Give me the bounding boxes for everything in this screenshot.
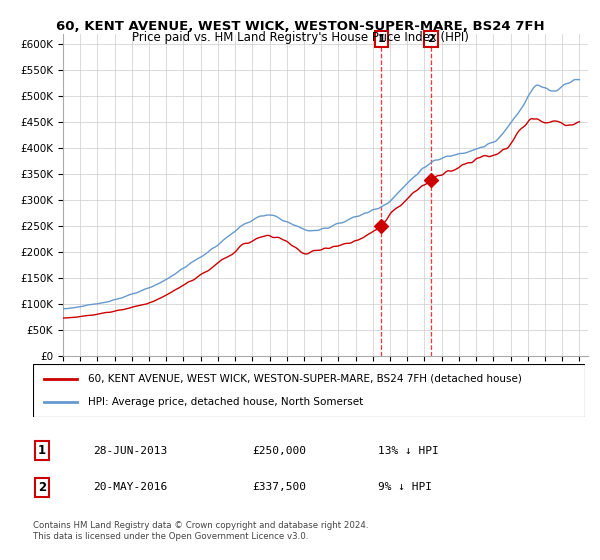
Text: 2: 2 [427,34,435,44]
Text: 9% ↓ HPI: 9% ↓ HPI [378,482,432,492]
Text: Contains HM Land Registry data © Crown copyright and database right 2024.
This d: Contains HM Land Registry data © Crown c… [33,521,368,540]
Text: 28-JUN-2013: 28-JUN-2013 [93,446,167,456]
Text: £250,000: £250,000 [252,446,306,456]
Text: 20-MAY-2016: 20-MAY-2016 [93,482,167,492]
Text: 13% ↓ HPI: 13% ↓ HPI [378,446,439,456]
Point [376,221,386,230]
Text: 1: 1 [38,444,46,458]
Text: Price paid vs. HM Land Registry's House Price Index (HPI): Price paid vs. HM Land Registry's House … [131,31,469,44]
Text: 60, KENT AVENUE, WEST WICK, WESTON-SUPER-MARE, BS24 7FH: 60, KENT AVENUE, WEST WICK, WESTON-SUPER… [56,20,544,32]
Text: 60, KENT AVENUE, WEST WICK, WESTON-SUPER-MARE, BS24 7FH (detached house): 60, KENT AVENUE, WEST WICK, WESTON-SUPER… [88,374,522,384]
Text: 2: 2 [38,480,46,494]
Text: HPI: Average price, detached house, North Somerset: HPI: Average price, detached house, Nort… [88,397,364,407]
Point [426,176,436,185]
Text: 1: 1 [377,34,385,44]
Text: £337,500: £337,500 [252,482,306,492]
